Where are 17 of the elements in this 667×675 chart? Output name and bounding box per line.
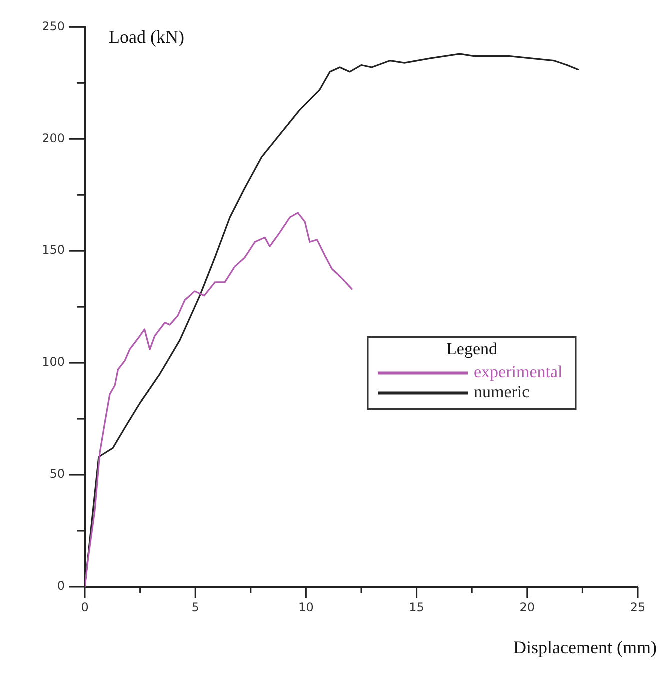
y-tick-label: 100 xyxy=(42,355,65,370)
x-tick-label: 25 xyxy=(630,600,646,614)
y-tick-label: 200 xyxy=(42,131,65,146)
x-tick-label: 5 xyxy=(192,600,200,614)
x-axis-title: Displacement (mm) xyxy=(514,638,657,658)
y-tick-label: 150 xyxy=(42,243,65,258)
y-tick-label: 50 xyxy=(50,467,65,482)
y-tick-label: 250 xyxy=(42,19,65,34)
legend-title: Legend xyxy=(446,340,498,359)
text: numeric xyxy=(474,382,530,402)
x-tick-label: 20 xyxy=(520,600,536,614)
text: experimental xyxy=(474,362,564,382)
x-tick-label: 0 xyxy=(81,600,89,614)
y-tick-label: 0 xyxy=(57,579,65,594)
x-tick-label: 10 xyxy=(298,600,314,614)
x-tick-label: 15 xyxy=(409,600,424,614)
y-axis-title: Load (kN) xyxy=(109,26,184,47)
